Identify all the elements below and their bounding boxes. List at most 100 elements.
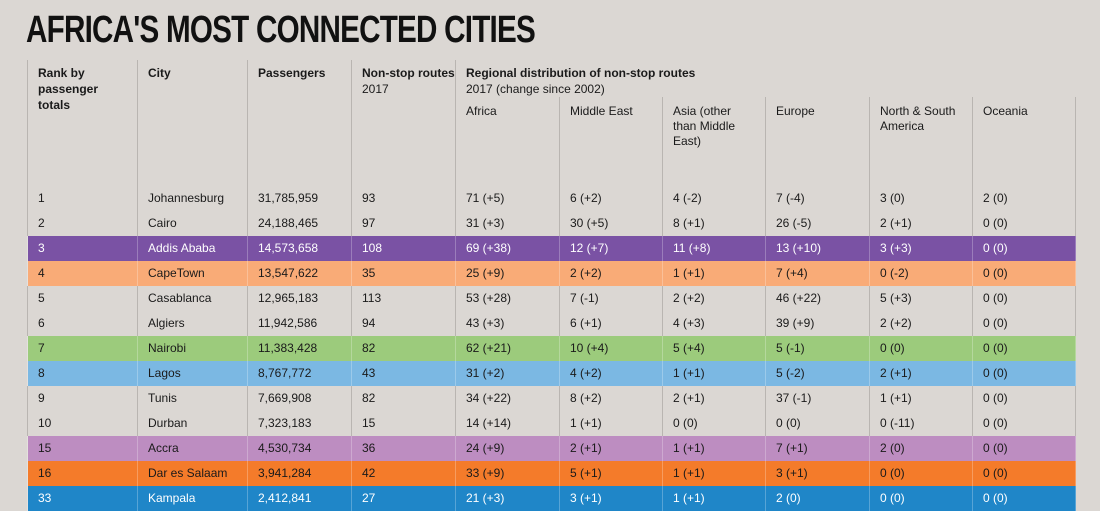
page-title: AFRICA'S MOST CONNECTED CITIES: [26, 10, 535, 50]
cell-middle-east: 2 (+2): [560, 261, 663, 286]
header-rank: Rank by passenger totals: [28, 60, 138, 186]
cell-americas: 2 (+1): [870, 211, 973, 236]
cell-americas: 3 (+3): [870, 236, 973, 261]
cell-oceania: 0 (0): [973, 261, 1076, 286]
cell-asia: 8 (+1): [663, 211, 766, 236]
header-city: City: [138, 60, 248, 186]
cell-passengers: 11,942,586: [248, 311, 352, 336]
cell-oceania: 0 (0): [973, 486, 1076, 511]
cell-city: Addis Ababa: [138, 236, 248, 261]
cell-city: Casablanca: [138, 286, 248, 311]
cell-americas: 2 (+2): [870, 311, 973, 336]
cell-americas: 1 (+1): [870, 386, 973, 411]
header-region-africa: Africa: [456, 97, 560, 186]
row-spacer: [1076, 361, 1100, 386]
header-region-middle-east: Middle East: [560, 97, 663, 186]
cell-routes: 82: [352, 386, 456, 411]
cell-routes: 15: [352, 411, 456, 436]
cell-europe: 7 (-4): [766, 186, 870, 211]
cell-europe: 5 (-2): [766, 361, 870, 386]
cell-oceania: 0 (0): [973, 236, 1076, 261]
header-region-asia: Asia (other than Middle East): [663, 97, 766, 186]
row-spacer: [1076, 411, 1100, 436]
header-regional: Regional distribution of non-stop routes…: [456, 60, 1100, 97]
cell-oceania: 0 (0): [973, 286, 1076, 311]
cell-asia: 4 (+3): [663, 311, 766, 336]
row-spacer: [1076, 186, 1100, 211]
cell-city: CapeTown: [138, 261, 248, 286]
cell-americas: 0 (-11): [870, 411, 973, 436]
cell-middle-east: 4 (+2): [560, 361, 663, 386]
header-region-americas: North & South America: [870, 97, 973, 186]
cell-middle-east: 6 (+2): [560, 186, 663, 211]
cell-rank: 1: [28, 186, 138, 211]
cell-passengers: 31,785,959: [248, 186, 352, 211]
cell-rank: 15: [28, 436, 138, 461]
cell-passengers: 7,669,908: [248, 386, 352, 411]
cell-africa: 31 (+2): [456, 361, 560, 386]
cell-routes: 108: [352, 236, 456, 261]
cell-routes: 94: [352, 311, 456, 336]
cell-asia: 1 (+1): [663, 361, 766, 386]
header-passengers-label: Passengers: [258, 66, 325, 80]
cell-asia: 1 (+1): [663, 436, 766, 461]
cell-middle-east: 12 (+7): [560, 236, 663, 261]
row-spacer: [1076, 286, 1100, 311]
cell-americas: 3 (0): [870, 186, 973, 211]
header-regional-sublabel: 2017 (change since 2002): [466, 81, 1094, 97]
cell-asia: 11 (+8): [663, 236, 766, 261]
cell-middle-east: 5 (+1): [560, 461, 663, 486]
cell-rank: 3: [28, 236, 138, 261]
cell-europe: 7 (+1): [766, 436, 870, 461]
cell-routes: 93: [352, 186, 456, 211]
cell-africa: 33 (+9): [456, 461, 560, 486]
cell-oceania: 0 (0): [973, 361, 1076, 386]
cell-passengers: 2,412,841: [248, 486, 352, 511]
cell-oceania: 0 (0): [973, 436, 1076, 461]
header-regional-label: Regional distribution of non-stop routes: [466, 66, 695, 80]
cell-africa: 62 (+21): [456, 336, 560, 361]
header-region-europe: Europe: [766, 97, 870, 186]
cell-europe: 39 (+9): [766, 311, 870, 336]
cell-asia: 1 (+1): [663, 261, 766, 286]
cell-africa: 25 (+9): [456, 261, 560, 286]
cell-africa: 53 (+28): [456, 286, 560, 311]
cell-passengers: 7,323,183: [248, 411, 352, 436]
cell-oceania: 0 (0): [973, 211, 1076, 236]
cell-africa: 71 (+5): [456, 186, 560, 211]
cell-asia: 1 (+1): [663, 486, 766, 511]
cell-oceania: 0 (0): [973, 461, 1076, 486]
cell-middle-east: 1 (+1): [560, 411, 663, 436]
cell-africa: 69 (+38): [456, 236, 560, 261]
cell-city: Algiers: [138, 311, 248, 336]
cell-europe: 2 (0): [766, 486, 870, 511]
cell-city: Kampala: [138, 486, 248, 511]
cell-asia: 2 (+1): [663, 386, 766, 411]
cell-passengers: 24,188,465: [248, 211, 352, 236]
row-spacer: [1076, 236, 1100, 261]
cell-rank: 9: [28, 386, 138, 411]
row-spacer: [1076, 486, 1100, 511]
cell-oceania: 0 (0): [973, 411, 1076, 436]
cell-africa: 14 (+14): [456, 411, 560, 436]
cell-routes: 27: [352, 486, 456, 511]
cell-americas: 0 (0): [870, 486, 973, 511]
cell-middle-east: 3 (+1): [560, 486, 663, 511]
header-city-label: City: [148, 66, 171, 80]
cell-routes: 113: [352, 286, 456, 311]
cell-routes: 36: [352, 436, 456, 461]
cell-city: Accra: [138, 436, 248, 461]
cell-americas: 0 (-2): [870, 261, 973, 286]
cell-africa: 24 (+9): [456, 436, 560, 461]
cell-europe: 46 (+22): [766, 286, 870, 311]
cell-asia: 5 (+4): [663, 336, 766, 361]
cell-rank: 10: [28, 411, 138, 436]
